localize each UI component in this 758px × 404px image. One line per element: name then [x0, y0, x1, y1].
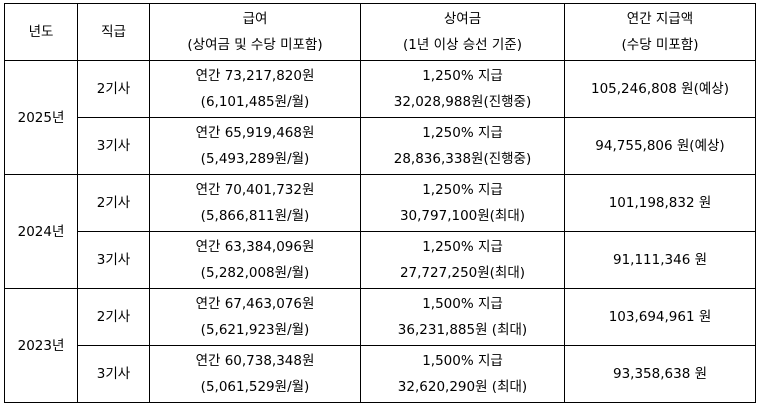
bonus-amount: 36,231,885원 (최대)	[397, 322, 528, 338]
salary-table: 년도 직급 급여 (상여금 및 수당 미포함) 상여금 (1년 이상 승선 기준…	[4, 3, 756, 403]
pay-monthly: (6,101,485원/월)	[200, 94, 310, 110]
bonus-rate: 1,500% 지급	[422, 353, 503, 369]
year-cell: 2025년	[4, 60, 78, 175]
header-year-label: 년도	[28, 24, 54, 40]
header-total-title: 연간 지급액	[626, 11, 694, 27]
pay-annual: 연간 67,463,076원	[195, 296, 315, 312]
header-total-note: (수당 미포함)	[621, 37, 699, 53]
rank-cell: 2기사	[77, 60, 150, 118]
total-cell: 101,198,832 원	[564, 174, 756, 232]
pay-annual: 연간 70,401,732원	[195, 182, 315, 198]
pay-cell: 연간 60,738,348원 (5,061,529원/월)	[149, 345, 361, 403]
pay-annual: 연간 63,384,096원	[195, 239, 315, 255]
header-rank-label: 직급	[101, 24, 126, 40]
table-row: 2025년 2기사 연간 73,217,820원 (6,101,485원/월) …	[4, 60, 756, 175]
pay-annual: 연간 73,217,820원	[195, 68, 315, 84]
header-pay-title: 급여	[242, 11, 268, 27]
rank-cell: 2기사	[77, 174, 150, 232]
pay-monthly: (5,061,529원/월)	[200, 379, 310, 395]
pay-monthly: (5,282,008원/월)	[200, 265, 310, 281]
pay-monthly: (5,866,811원/월)	[200, 208, 310, 224]
pay-cell: 연간 70,401,732원 (5,866,811원/월)	[149, 174, 361, 232]
rank-cell: 3기사	[77, 345, 150, 403]
pay-cell: 연간 65,919,468원 (5,493,289원/월)	[149, 117, 361, 175]
bonus-cell: 1,250% 지급 27,727,250원(최대)	[360, 231, 565, 289]
header-pay-note: (상여금 및 수당 미포함)	[187, 37, 323, 53]
pay-cell: 연간 67,463,076원 (5,621,923원/월)	[149, 288, 361, 346]
bonus-rate: 1,250% 지급	[422, 125, 503, 141]
bonus-rate: 1,250% 지급	[422, 68, 503, 84]
header-bonus-note: (1년 이상 승선 기준)	[403, 37, 522, 53]
bonus-cell: 1,250% 지급 32,028,988원(진행중)	[360, 60, 565, 118]
total-cell: 91,111,346 원	[564, 231, 756, 289]
total-cell: 94,755,806 원(예상)	[564, 117, 756, 175]
pay-annual: 연간 60,738,348원	[195, 353, 315, 369]
bonus-cell: 1,500% 지급 32,620,290원 (최대)	[360, 345, 565, 403]
header-bonus: 상여금 (1년 이상 승선 기준)	[360, 3, 565, 61]
table-row: 3기사 연간 60,738,348원 (5,061,529원/월) 1,500%…	[5, 345, 756, 403]
table-row: 3기사 연간 65,919,468원 (5,493,289원/월) 1,250%…	[5, 117, 756, 175]
header-total: 연간 지급액 (수당 미포함)	[564, 3, 756, 61]
total-cell: 105,246,808 원(예상)	[564, 60, 756, 118]
bonus-cell: 1,250% 지급 28,836,338원(진행중)	[360, 117, 565, 175]
bonus-amount: 30,797,100원(최대)	[399, 208, 526, 224]
bonus-amount: 32,028,988원(진행중)	[393, 94, 532, 110]
bonus-rate: 1,500% 지급	[422, 296, 503, 312]
pay-cell: 연간 63,384,096원 (5,282,008원/월)	[149, 231, 361, 289]
year-cell: 2024년	[4, 174, 78, 289]
bonus-amount: 32,620,290원 (최대)	[397, 379, 528, 395]
pay-monthly: (5,621,923원/월)	[200, 322, 310, 338]
header-pay: 급여 (상여금 및 수당 미포함)	[149, 3, 361, 61]
bonus-cell: 1,500% 지급 36,231,885원 (최대)	[360, 288, 565, 346]
bonus-rate: 1,250% 지급	[422, 182, 503, 198]
bonus-amount: 28,836,338원(진행중)	[393, 151, 532, 167]
pay-monthly: (5,493,289원/월)	[200, 151, 310, 167]
table-header-row: 년도 직급 급여 (상여금 및 수당 미포함) 상여금 (1년 이상 승선 기준…	[4, 3, 756, 61]
rank-cell: 3기사	[77, 117, 150, 175]
rank-cell: 2기사	[77, 288, 150, 346]
header-rank: 직급	[77, 3, 150, 61]
header-bonus-title: 상여금	[443, 11, 482, 27]
pay-cell: 연간 73,217,820원 (6,101,485원/월)	[149, 60, 361, 118]
bonus-amount: 27,727,250원(최대)	[399, 265, 526, 281]
bonus-rate: 1,250% 지급	[422, 239, 503, 255]
rank-cell: 3기사	[77, 231, 150, 289]
header-year: 년도	[4, 3, 78, 61]
bonus-cell: 1,250% 지급 30,797,100원(최대)	[360, 174, 565, 232]
table-row: 3기사 연간 63,384,096원 (5,282,008원/월) 1,250%…	[5, 231, 756, 289]
total-cell: 103,694,961 원	[564, 288, 756, 346]
pay-annual: 연간 65,919,468원	[195, 125, 315, 141]
year-cell: 2023년	[4, 288, 78, 403]
table-row: 2023년 2기사 연간 67,463,076원 (5,621,923원/월) …	[4, 288, 756, 403]
total-cell: 93,358,638 원	[564, 345, 756, 403]
table-row: 2024년 2기사 연간 70,401,732원 (5,866,811원/월) …	[4, 174, 756, 289]
